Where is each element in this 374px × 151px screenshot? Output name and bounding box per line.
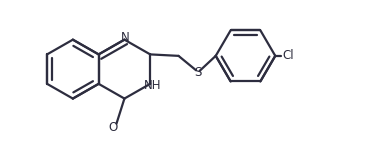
Text: S: S: [194, 66, 202, 79]
Text: NH: NH: [144, 79, 161, 92]
Text: Cl: Cl: [282, 49, 294, 62]
Text: O: O: [108, 121, 117, 134]
Text: N: N: [121, 31, 130, 44]
